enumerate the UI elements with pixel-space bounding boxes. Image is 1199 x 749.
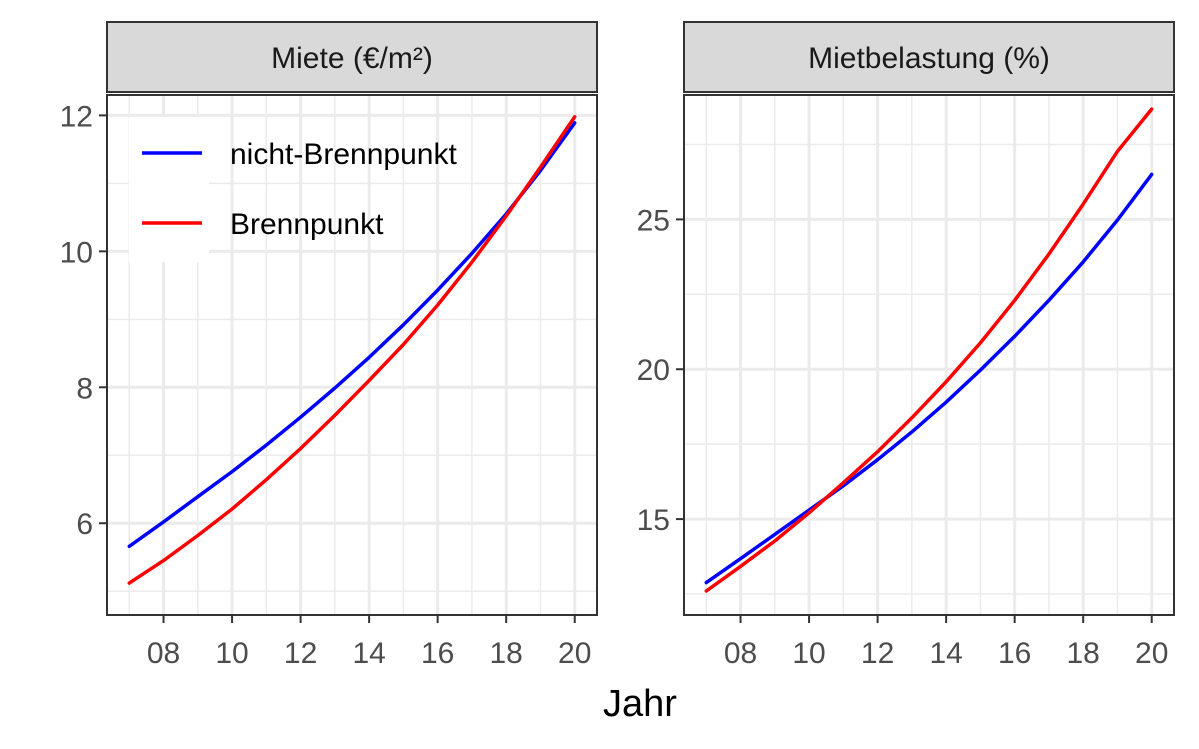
x-tick-label: 10 [215, 637, 248, 670]
facet-strip-label: Miete (€/m²) [271, 42, 433, 75]
plot-background [684, 95, 1174, 615]
legend-label: nicht-Brennpunkt [230, 138, 457, 171]
x-tick-label: 12 [861, 637, 894, 670]
series-line-brennpunkt [127, 115, 577, 585]
legend-label: Brennpunkt [230, 208, 384, 241]
x-axis-title: Jahr [603, 683, 677, 725]
x-tick-label: 16 [421, 637, 454, 670]
y-tick-label: 12 [60, 100, 93, 133]
x-tick-label: 10 [792, 637, 825, 670]
legend: nicht-Brennpunkt Brennpunkt [129, 117, 457, 262]
x-tick-label: 20 [1135, 637, 1168, 670]
x-tick-label: 18 [490, 637, 523, 670]
x-tick-label: 14 [352, 637, 385, 670]
facet-strip [106, 21, 598, 93]
panel-border [106, 94, 598, 616]
facet-strip-label: Mietbelastung (%) [808, 42, 1050, 75]
y-tick-label: 15 [637, 504, 670, 537]
y-tick-label: 8 [76, 372, 93, 405]
series-line-nicht-brennpunkt [127, 121, 577, 549]
x-tick-label: 08 [724, 637, 757, 670]
x-tick-label: 12 [284, 637, 317, 670]
y-tick-label: 10 [60, 236, 93, 269]
y-tick-label: 25 [637, 204, 670, 237]
y-tick-label: 6 [76, 508, 93, 541]
x-tick-label: 16 [998, 637, 1031, 670]
panel-miete: Miete (€/m²) 08 10 12 14 16 18 20 6 8 10 12 nicht-Br… [60, 21, 598, 670]
panel-mietbelastung: Mietbelastung (%) 08 10 12 14 16 18 20 15 20 25 [637, 21, 1175, 670]
gridlines [684, 95, 1174, 615]
panel-border [683, 94, 1175, 616]
x-tick-label: 14 [929, 637, 962, 670]
x-tick-label: 20 [558, 637, 591, 670]
y-tick-label: 20 [637, 354, 670, 387]
legend-background [129, 117, 209, 262]
x-tick-label: 18 [1067, 637, 1100, 670]
series-line-brennpunkt [704, 107, 1154, 593]
facet-strip [683, 21, 1175, 93]
x-tick-label: 08 [147, 637, 180, 670]
series-line-nicht-brennpunkt [704, 172, 1154, 585]
